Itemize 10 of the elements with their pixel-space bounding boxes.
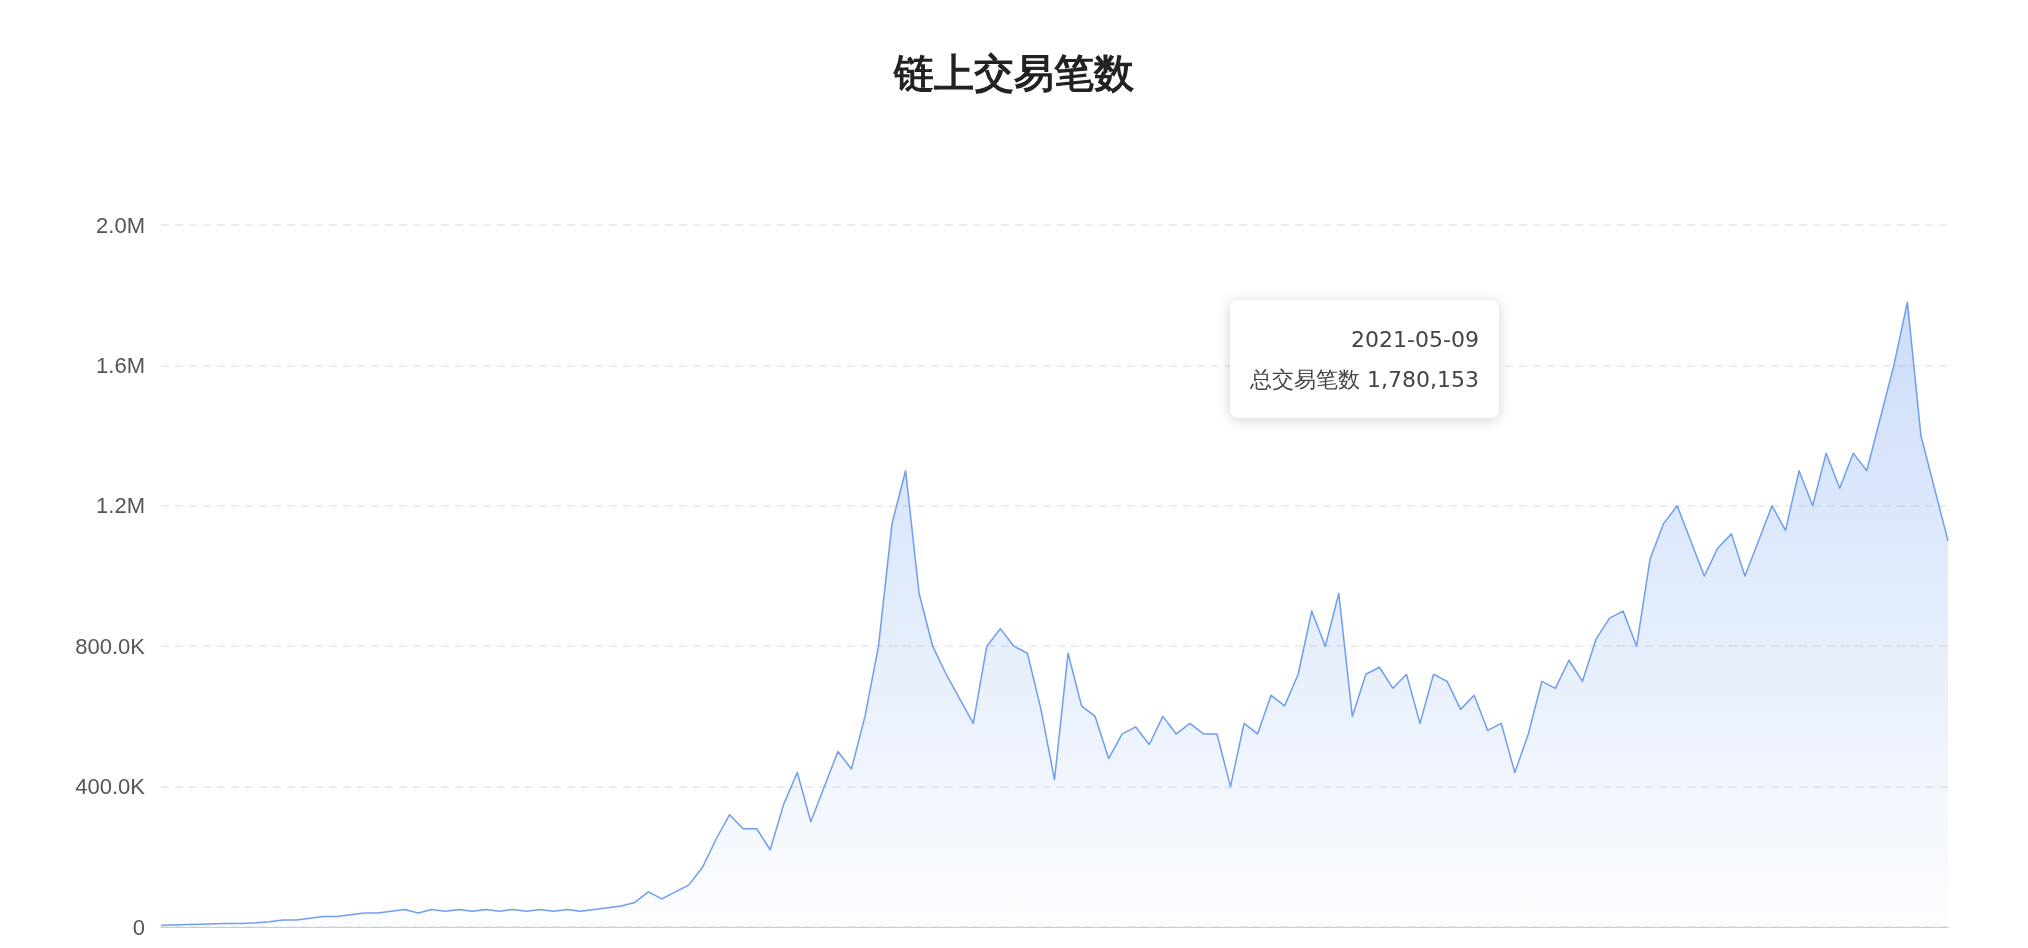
y-tick-label: 0 [132, 914, 145, 940]
y-tick-label: 1.2M [96, 493, 145, 519]
annotation: 总交易笔数 1,780,153 [1250, 366, 1479, 394]
annotation: 2021-05-09 [1350, 326, 1479, 354]
y-tick-label: 1.6M [96, 352, 145, 378]
y-tick-label: 800.0K [75, 633, 146, 659]
tooltip-box: 2021-05-09 总交易笔数 1,780,153 [1230, 300, 1499, 418]
y-tick-label: 2.0M [96, 212, 145, 238]
y-tick-label: 400.0K [75, 774, 146, 800]
chart-title: 链上交易笔数 [892, 50, 1135, 96]
